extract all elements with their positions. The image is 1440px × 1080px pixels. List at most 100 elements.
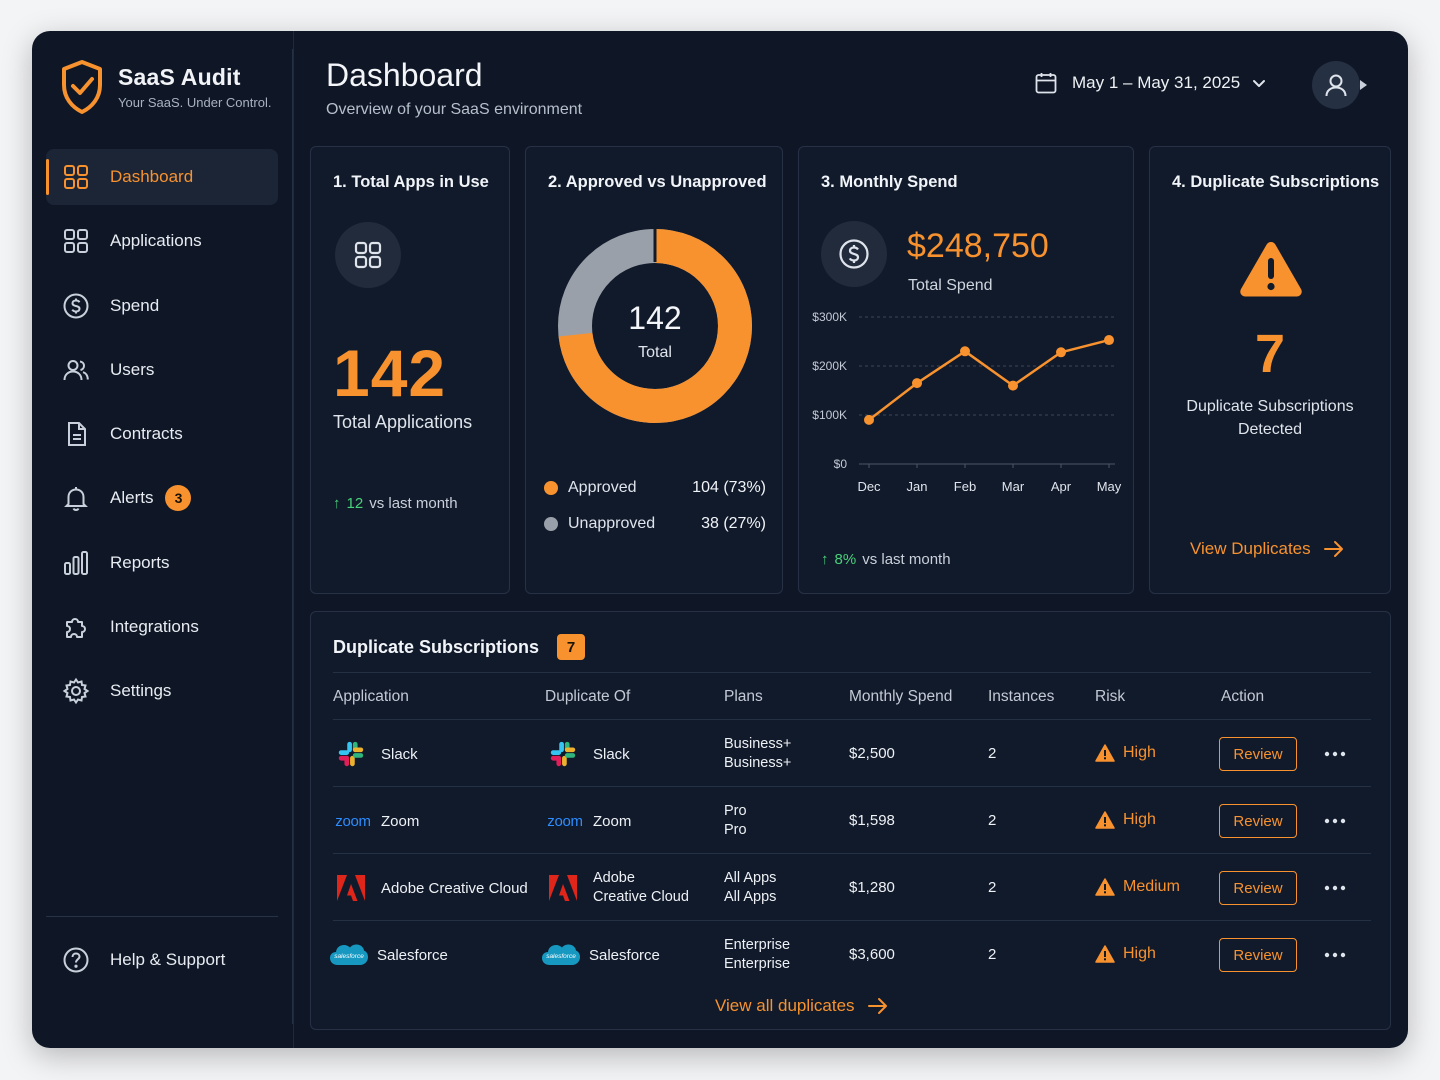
duplicates-label-line1: Duplicate Subscriptions <box>1186 398 1354 415</box>
warning-icon <box>1240 242 1302 297</box>
donut-center-label: Total <box>638 344 672 361</box>
plans-cell: Enterprise Enterprise <box>724 936 790 974</box>
card-title: 4. Duplicate Subscriptions <box>1172 173 1380 191</box>
dollar-circle-icon <box>821 221 887 287</box>
legend-dot-unapproved <box>544 517 558 531</box>
duplicate-of-cell: salesforce Salesforce <box>542 939 660 971</box>
salesforce-logo-text: salesforce <box>546 953 576 960</box>
sidebar-item-dashboard[interactable]: Dashboard <box>46 149 278 205</box>
monthly-spend-trend: ↑ 8% vs last month <box>821 551 951 568</box>
duplicate-of-line: Creative Cloud <box>593 889 689 905</box>
warning-icon <box>1095 945 1115 963</box>
shield-check-icon <box>62 60 102 114</box>
user-avatar[interactable] <box>1312 61 1360 109</box>
risk-label: High <box>1123 811 1156 828</box>
col-risk[interactable]: Risk <box>1095 688 1126 705</box>
donut-center-value: 142 <box>628 300 681 336</box>
sidebar-item-alerts[interactable]: Alerts 3 <box>46 470 278 526</box>
puzzle-icon <box>62 613 90 641</box>
brand[interactable]: SaaS Audit Your SaaS. Under Control. <box>60 59 271 115</box>
y-tick-label: $0 <box>834 457 848 471</box>
total-apps-value: 142 <box>333 336 447 410</box>
plan-line: Enterprise <box>724 937 791 953</box>
plans-cell: Pro Pro <box>724 802 747 840</box>
col-monthly-spend[interactable]: Monthly Spend <box>849 688 953 705</box>
risk-cell: High <box>1095 744 1156 762</box>
duplicate-of-name: Slack <box>593 745 630 763</box>
table-row: salesforce Salesforce salesforce Salesfo… <box>330 922 1371 988</box>
warning-icon <box>1095 744 1115 762</box>
view-duplicates-link[interactable]: View Duplicates <box>1190 539 1345 559</box>
total-apps-label: Total Applications <box>333 412 473 432</box>
review-button[interactable]: Review <box>1219 737 1297 771</box>
app-window: SaaS Audit Your SaaS. Under Control. Das… <box>32 31 1408 1048</box>
data-point <box>960 346 970 357</box>
sidebar-item-applications[interactable]: Applications <box>46 213 278 269</box>
col-action[interactable]: Action <box>1221 688 1265 705</box>
col-duplicate-of[interactable]: Duplicate Of <box>545 688 631 705</box>
legend-value: 38 (27%) <box>701 515 766 532</box>
sidebar-item-spend[interactable]: Spend <box>46 278 278 334</box>
arrow-up-icon: ↑ <box>821 551 829 568</box>
user-icon <box>1325 74 1347 97</box>
more-options-icon[interactable] <box>1321 945 1349 965</box>
duplicate-of-cell: Adobe Creative Cloud <box>545 869 689 907</box>
col-application[interactable]: Application <box>333 688 409 705</box>
date-range-picker[interactable]: May 1 – May 31, 2025 <box>1034 71 1268 95</box>
arrow-right-icon <box>867 998 887 1014</box>
plan-line: All Apps <box>724 870 777 886</box>
zoom-logo: zoom <box>547 812 583 830</box>
table-row: Slack Slack Business+ Business+ $2,500 <box>333 721 1371 787</box>
slack-logo <box>545 738 581 770</box>
plan-line: Business+ <box>724 755 792 771</box>
warning-icon <box>1095 878 1115 896</box>
review-button[interactable]: Review <box>1219 871 1297 905</box>
approval-donut-chart: 142 Total <box>558 226 752 423</box>
view-all-duplicates-link[interactable]: View all duplicates <box>715 996 889 1016</box>
total-apps-card: 1. Total Apps in Use 142 Total Applicati… <box>310 146 510 594</box>
review-button[interactable]: Review <box>1219 938 1297 972</box>
x-tick-label: Jan <box>907 479 928 494</box>
application-cell: Slack <box>333 738 418 770</box>
help-support-link[interactable]: Help & Support <box>62 946 225 974</box>
sidebar-item-reports[interactable]: Reports <box>46 535 278 591</box>
legend-label: Approved <box>568 479 637 496</box>
duplicate-of-name: Zoom <box>593 812 632 830</box>
card-title: 1. Total Apps in Use <box>333 173 489 191</box>
question-circle-icon <box>63 947 89 973</box>
sidebar-item-integrations[interactable]: Integrations <box>46 599 278 655</box>
dollar-circle-icon <box>62 292 90 320</box>
more-options-icon[interactable] <box>1321 811 1349 831</box>
users-icon <box>62 356 90 384</box>
card-title: 2. Approved vs Unapproved <box>548 173 767 191</box>
col-instances[interactable]: Instances <box>988 688 1055 705</box>
sidebar-item-label: Contracts <box>110 424 183 444</box>
application-name: Adobe Creative Cloud <box>381 879 528 897</box>
sidebar-item-users[interactable]: Users <box>46 342 278 398</box>
col-plans[interactable]: Plans <box>724 688 763 705</box>
monthly-spend-line-chart: $0 $100K $200K $300K Dec Jan Feb Mar Apr May <box>812 312 1121 494</box>
sidebar-item-settings[interactable]: Settings <box>46 663 278 719</box>
adobe-logo <box>333 872 369 904</box>
sidebar-nav: Dashboard Applications Spend Users <box>46 149 278 728</box>
alerts-count-badge: 3 <box>165 485 192 512</box>
monthly-spend-value: $248,750 <box>907 227 1049 265</box>
duplicates-label-line2: Detected <box>1237 421 1303 438</box>
sidebar-border <box>292 49 293 1024</box>
trend-value: 12 <box>346 495 364 512</box>
x-tick-label: Feb <box>954 479 976 494</box>
data-point <box>912 378 922 389</box>
caret-right-icon[interactable] <box>1357 78 1369 92</box>
sidebar-item-label: Reports <box>110 552 170 572</box>
application-name: Zoom <box>381 812 420 830</box>
trend-value: 8% <box>834 551 857 568</box>
review-button[interactable]: Review <box>1219 804 1297 838</box>
more-options-icon[interactable] <box>1321 878 1349 898</box>
sidebar-item-label: Dashboard <box>110 167 194 186</box>
more-options-icon[interactable] <box>1321 744 1349 764</box>
page-title: Dashboard <box>326 57 483 93</box>
trend-text: vs last month <box>369 495 458 512</box>
plan-line: Business+ <box>724 736 792 752</box>
duplicate-of-name: Salesforce <box>589 946 660 964</box>
sidebar-item-contracts[interactable]: Contracts <box>46 406 278 462</box>
